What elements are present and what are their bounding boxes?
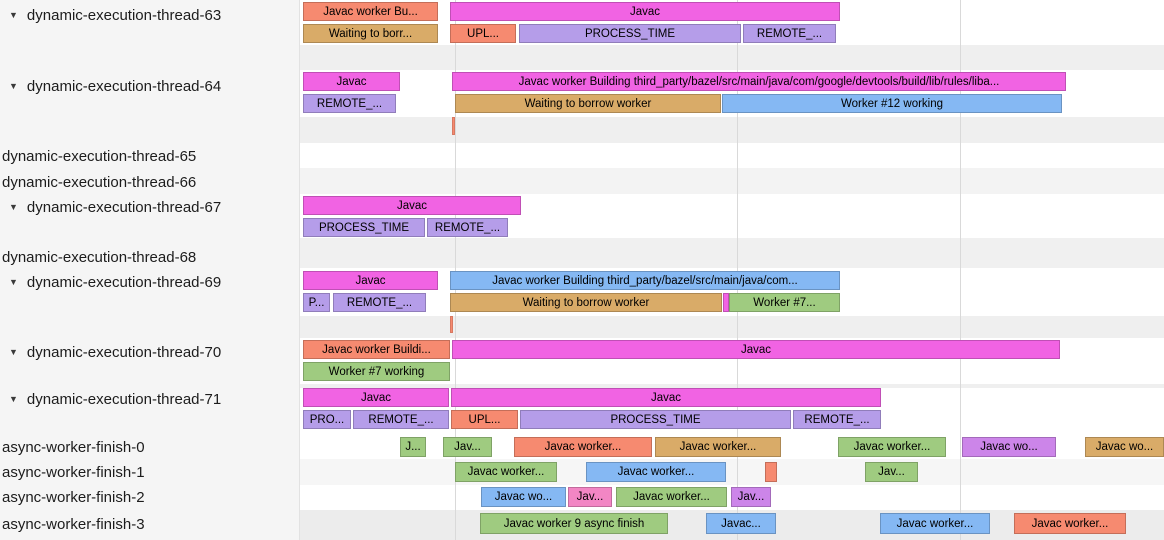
thread-label-row[interactable]: dynamic-execution-thread-65: [0, 146, 299, 166]
trace-slice[interactable]: PRO...: [303, 410, 351, 429]
trace-slice[interactable]: Waiting to borrow worker: [455, 94, 721, 113]
thread-list-sidebar: ▼ dynamic-execution-thread-63 ▼ dynamic-exe…: [0, 0, 300, 540]
thread-name-label: dynamic-execution-thread-70: [26, 343, 222, 361]
thread-name-label: async-worker-finish-1: [2, 463, 145, 481]
trace-slice[interactable]: REMOTE_...: [743, 24, 836, 43]
track-band: [300, 45, 1164, 70]
thread-name-label: dynamic-execution-thread-63: [26, 6, 222, 24]
trace-slice[interactable]: Javac worker...: [514, 437, 652, 457]
trace-slice[interactable]: Javac: [303, 388, 449, 407]
trace-slice[interactable]: UPL...: [450, 24, 516, 43]
thread-label-row[interactable]: async-worker-finish-3: [0, 514, 299, 534]
thread-label-row[interactable]: dynamic-execution-thread-68: [0, 247, 299, 267]
track-band: [300, 117, 1164, 143]
trace-slice[interactable]: Waiting to borr...: [303, 24, 438, 43]
trace-slice[interactable]: UPL...: [451, 410, 518, 429]
thread-label-row[interactable]: async-worker-finish-2: [0, 487, 299, 507]
time-gridline: [960, 0, 961, 540]
track-band: [300, 143, 1164, 168]
trace-slice[interactable]: Javac: [303, 72, 400, 91]
thread-name-label: dynamic-execution-thread-65: [2, 147, 197, 165]
collapse-triangle-icon[interactable]: ▼: [9, 347, 18, 357]
trace-slice[interactable]: PROCESS_TIME: [303, 218, 425, 237]
trace-slice[interactable]: Javac worker...: [880, 513, 990, 534]
trace-slice[interactable]: Javac worker...: [1014, 513, 1126, 534]
trace-slice[interactable]: REMOTE_...: [333, 293, 426, 312]
thread-name-label: dynamic-execution-thread-69: [26, 273, 222, 291]
timeline-canvas[interactable]: Javac worker Bu... Javac Waiting to borr..…: [300, 0, 1164, 540]
thread-label-row[interactable]: async-worker-finish-1: [0, 462, 299, 482]
trace-slice[interactable]: Javac: [303, 196, 521, 215]
trace-slice[interactable]: Jav...: [865, 462, 918, 482]
trace-slice[interactable]: Javac worker Buildi...: [303, 340, 450, 359]
thread-name-label: dynamic-execution-thread-68: [2, 248, 197, 266]
trace-slice[interactable]: PROCESS_TIME: [520, 410, 791, 429]
trace-slice[interactable]: Worker #7...: [729, 293, 840, 312]
track-band: [300, 384, 1164, 388]
trace-slice[interactable]: Javac...: [706, 513, 776, 534]
thread-label-row[interactable]: ▼ dynamic-execution-thread-70: [0, 342, 299, 362]
trace-slice[interactable]: Worker #12 working: [722, 94, 1062, 113]
trace-slice[interactable]: P...: [303, 293, 330, 312]
trace-slice[interactable]: REMOTE_...: [353, 410, 449, 429]
trace-slice[interactable]: Javac worker 9 async finish: [480, 513, 668, 534]
trace-slice[interactable]: REMOTE_...: [427, 218, 508, 237]
thread-name-label: dynamic-execution-thread-71: [26, 390, 222, 408]
collapse-triangle-icon[interactable]: ▼: [9, 202, 18, 212]
trace-slice[interactable]: Javac worker...: [616, 487, 727, 507]
trace-slice[interactable]: REMOTE_...: [793, 410, 881, 429]
thread-label-row[interactable]: ▼ dynamic-execution-thread-64: [0, 76, 299, 96]
track-band: [300, 459, 1164, 485]
trace-slice[interactable]: J...: [400, 437, 426, 457]
track-band: [300, 238, 1164, 268]
collapse-triangle-icon[interactable]: ▼: [9, 277, 18, 287]
trace-slice[interactable]: PROCESS_TIME: [519, 24, 741, 43]
trace-slice[interactable]: Waiting to borrow worker: [450, 293, 722, 312]
thread-name-label: dynamic-execution-thread-66: [2, 173, 197, 191]
trace-slice[interactable]: Javac: [452, 340, 1060, 359]
trace-marker[interactable]: [452, 117, 455, 135]
trace-slice[interactable]: [765, 462, 777, 482]
collapse-triangle-icon[interactable]: ▼: [9, 81, 18, 91]
trace-slice[interactable]: Javac wo...: [1085, 437, 1164, 457]
trace-slice[interactable]: Javac worker Bu...: [303, 2, 438, 21]
thread-label-row[interactable]: ▼ dynamic-execution-thread-67: [0, 197, 299, 217]
trace-slice[interactable]: Worker #7 working: [303, 362, 450, 381]
trace-slice[interactable]: REMOTE_...: [303, 94, 396, 113]
thread-label-row[interactable]: ▼ dynamic-execution-thread-71: [0, 389, 299, 409]
thread-label-row[interactable]: async-worker-finish-0: [0, 437, 299, 457]
trace-slice[interactable]: Javac wo...: [481, 487, 566, 507]
thread-name-label: async-worker-finish-2: [2, 488, 145, 506]
trace-slice[interactable]: Javac: [303, 271, 438, 290]
thread-name-label: async-worker-finish-0: [2, 438, 145, 456]
collapse-triangle-icon[interactable]: ▼: [9, 10, 18, 20]
collapse-triangle-icon[interactable]: ▼: [9, 394, 18, 404]
thread-label-row[interactable]: dynamic-execution-thread-66: [0, 172, 299, 192]
thread-label-row[interactable]: ▼ dynamic-execution-thread-69: [0, 272, 299, 292]
thread-label-row[interactable]: ▼ dynamic-execution-thread-63: [0, 5, 299, 25]
trace-marker[interactable]: [450, 316, 453, 333]
time-gridline: [737, 0, 738, 540]
trace-slice[interactable]: Javac: [450, 2, 840, 21]
trace-slice[interactable]: Javac worker Building third_party/bazel/…: [452, 72, 1066, 91]
trace-slice[interactable]: Javac wo...: [962, 437, 1056, 457]
trace-slice[interactable]: Javac worker...: [455, 462, 557, 482]
thread-name-label: dynamic-execution-thread-67: [26, 198, 222, 216]
thread-name-label: async-worker-finish-3: [2, 515, 145, 533]
thread-name-label: dynamic-execution-thread-64: [26, 77, 222, 95]
trace-slice[interactable]: Jav...: [443, 437, 492, 457]
trace-slice[interactable]: [723, 293, 729, 312]
trace-slice[interactable]: Jav...: [731, 487, 771, 507]
trace-slice[interactable]: Javac worker...: [655, 437, 781, 457]
time-gridline: [455, 0, 456, 540]
trace-slice[interactable]: Javac worker Building third_party/bazel/…: [450, 271, 840, 290]
track-band: [300, 316, 1164, 338]
track-band: [300, 168, 1164, 194]
trace-slice[interactable]: Javac worker...: [838, 437, 946, 457]
trace-slice[interactable]: Jav...: [568, 487, 612, 507]
trace-slice[interactable]: Javac worker...: [586, 462, 726, 482]
trace-slice[interactable]: Javac: [451, 388, 881, 407]
